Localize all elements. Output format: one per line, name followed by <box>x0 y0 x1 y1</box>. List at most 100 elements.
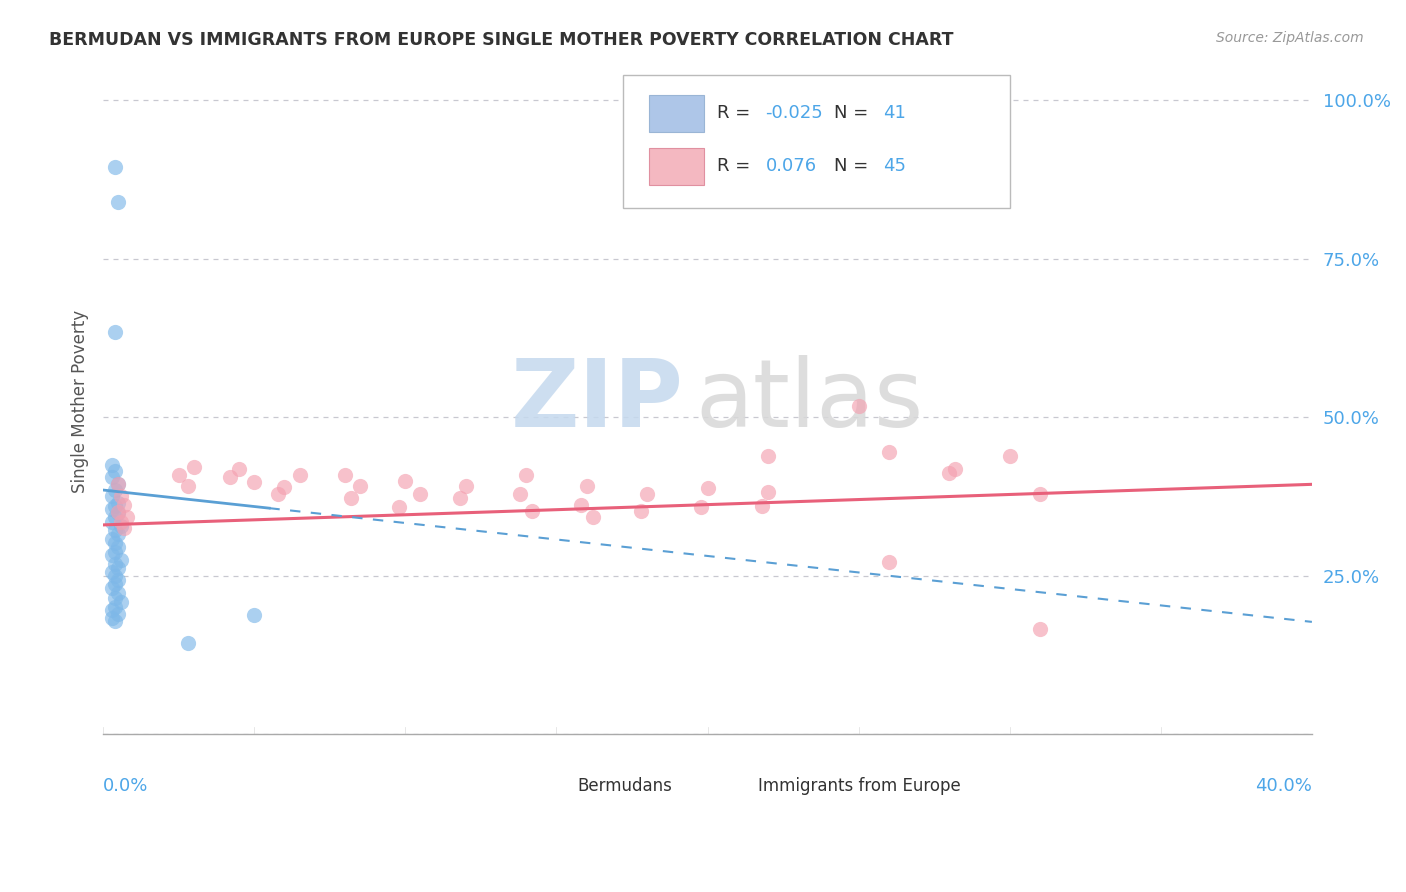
Bar <box>714 776 749 796</box>
Text: N =: N = <box>834 104 875 122</box>
Point <box>101 458 124 472</box>
Point <box>110 515 132 529</box>
Text: 40.0%: 40.0% <box>1256 777 1312 796</box>
Point <box>101 489 124 503</box>
Point <box>104 577 127 591</box>
Text: atlas: atlas <box>696 355 924 447</box>
Point <box>575 478 598 492</box>
Point <box>522 504 544 518</box>
Point <box>243 475 266 489</box>
Point <box>998 450 1021 464</box>
Text: N =: N = <box>834 157 875 176</box>
Point <box>454 478 477 492</box>
Point <box>943 462 966 476</box>
Point <box>101 565 124 579</box>
Point <box>107 476 129 491</box>
Point <box>117 510 139 524</box>
Text: BERMUDAN VS IMMIGRANTS FROM EUROPE SINGLE MOTHER POVERTY CORRELATION CHART: BERMUDAN VS IMMIGRANTS FROM EUROPE SINGL… <box>49 31 953 49</box>
Point <box>696 481 718 495</box>
Point <box>104 325 127 339</box>
Text: 0.076: 0.076 <box>765 157 817 176</box>
Point <box>288 468 311 483</box>
Point <box>107 586 129 600</box>
Point <box>107 194 129 209</box>
Point <box>107 476 129 491</box>
Point <box>630 504 652 518</box>
Point <box>104 544 127 558</box>
Point <box>104 464 127 478</box>
Point <box>177 636 200 650</box>
Point <box>104 558 127 572</box>
Point <box>107 496 129 510</box>
Point <box>1029 623 1052 637</box>
Point <box>340 491 363 506</box>
Point <box>167 468 190 483</box>
Point <box>112 521 135 535</box>
Point <box>690 500 713 515</box>
Point <box>177 478 200 492</box>
Point <box>183 459 205 474</box>
Text: 0.0%: 0.0% <box>103 777 149 796</box>
Y-axis label: Single Mother Poverty: Single Mother Poverty <box>72 310 89 493</box>
Point <box>509 487 531 501</box>
Point <box>104 483 127 497</box>
Point <box>110 489 132 503</box>
Bar <box>533 776 568 796</box>
Text: 45: 45 <box>883 157 905 176</box>
Point <box>1029 487 1052 501</box>
Bar <box>650 95 704 132</box>
Point <box>877 445 900 459</box>
Point <box>104 510 127 524</box>
Point <box>756 485 779 500</box>
Point <box>107 507 129 521</box>
Point <box>219 470 242 484</box>
Point <box>110 595 132 609</box>
Text: Bermudans: Bermudans <box>576 777 672 795</box>
Point <box>104 535 127 549</box>
Point <box>333 468 356 483</box>
Text: R =: R = <box>717 157 756 176</box>
Point <box>582 510 605 524</box>
Bar <box>650 148 704 185</box>
Point <box>101 582 124 596</box>
Point <box>273 480 295 494</box>
Point <box>101 603 124 617</box>
Point <box>101 470 124 484</box>
Point <box>394 474 416 488</box>
Text: R =: R = <box>717 104 756 122</box>
Point <box>243 607 266 622</box>
Point <box>228 462 250 476</box>
Point <box>104 614 127 628</box>
Point <box>101 532 124 546</box>
Point <box>101 549 124 563</box>
Point <box>388 500 411 515</box>
Point <box>349 478 371 492</box>
Point <box>107 527 129 541</box>
Point <box>107 573 129 587</box>
Point <box>756 450 779 464</box>
Point <box>101 502 124 516</box>
Point <box>104 499 127 513</box>
Point <box>110 519 132 533</box>
Text: Source: ZipAtlas.com: Source: ZipAtlas.com <box>1216 31 1364 45</box>
Point <box>751 499 773 513</box>
Point <box>104 600 127 615</box>
Point <box>110 553 132 567</box>
Text: -0.025: -0.025 <box>765 104 824 122</box>
Point <box>267 487 290 501</box>
Point <box>112 498 135 512</box>
FancyBboxPatch shape <box>623 75 1010 209</box>
Point <box>848 399 870 413</box>
Point <box>449 491 471 506</box>
Point <box>104 160 127 174</box>
Point <box>107 505 129 519</box>
Text: ZIP: ZIP <box>510 355 683 447</box>
Point <box>636 487 658 501</box>
Point <box>104 568 127 582</box>
Point <box>409 487 432 501</box>
Point <box>101 611 124 625</box>
Point <box>107 607 129 621</box>
Point <box>938 466 960 480</box>
Point <box>104 591 127 605</box>
Text: Immigrants from Europe: Immigrants from Europe <box>758 777 962 795</box>
